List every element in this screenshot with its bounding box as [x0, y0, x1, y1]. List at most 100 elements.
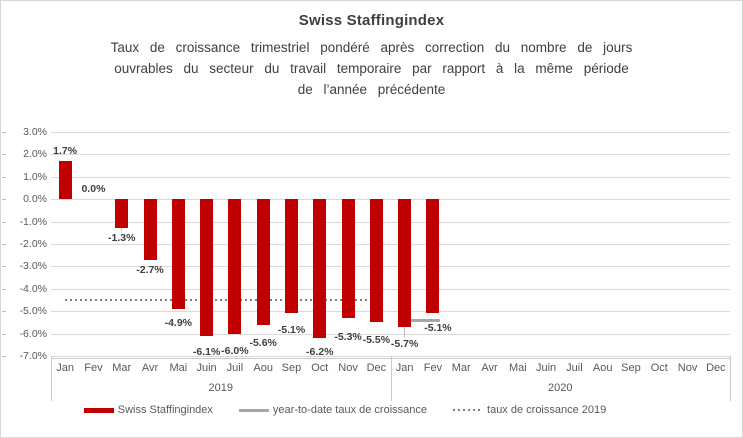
chart-title: Swiss Staffingindex — [298, 12, 445, 29]
y-axis-tick-label: -4.0% — [19, 282, 47, 295]
gridline — [51, 132, 730, 133]
y-axis-tick — [2, 356, 6, 357]
y-axis-tick — [2, 333, 6, 335]
legend-label: taux de croissance 2019 — [487, 404, 607, 416]
bar-data-label: -5.1% — [424, 322, 452, 335]
legend-swatch-bar — [83, 407, 114, 413]
label-leader-line — [404, 326, 406, 337]
gridline — [51, 266, 730, 268]
y-axis-tick-label: -7.0% — [19, 350, 47, 362]
month-label: Juin — [536, 362, 557, 374]
month-label: Jan — [56, 362, 75, 374]
month-label: Mai — [508, 362, 527, 374]
legend-label: year-to-date taux de croissance — [272, 404, 428, 416]
bar-data-label: -6.2% — [306, 346, 334, 359]
bar-data-label: -4.9% — [164, 316, 193, 329]
gridline — [51, 221, 730, 223]
y-axis-tick-label: 3.0% — [23, 126, 47, 138]
bar-data-label: -5.7% — [390, 337, 419, 350]
bar — [369, 199, 383, 323]
y-axis-tick — [2, 288, 6, 290]
bar — [341, 199, 355, 318]
month-label: Fev — [423, 362, 443, 374]
dotted-reference-line — [65, 299, 377, 301]
month-label: Fev — [84, 362, 103, 374]
gridline — [51, 154, 730, 156]
month-label: Avr — [141, 362, 159, 374]
y-axis-tick — [2, 199, 6, 201]
y-axis-tick — [2, 266, 6, 268]
bar-data-label: -2.7% — [136, 263, 164, 276]
month-label: Dec — [706, 362, 726, 374]
y-axis-tick — [2, 221, 6, 223]
month-label: Aou — [253, 362, 273, 374]
y-axis-tick-label: 2.0% — [23, 148, 47, 161]
month-label: Sep — [621, 362, 641, 374]
month-label: Oct — [650, 362, 668, 374]
bar-data-label: -5.3% — [334, 330, 362, 343]
bar — [426, 199, 440, 314]
month-label: Juin — [196, 362, 217, 374]
year-separator — [390, 356, 392, 401]
month-label: Sep — [281, 362, 302, 374]
month-label: Avr — [481, 362, 498, 374]
bar — [398, 199, 412, 327]
month-label: Jan — [395, 362, 414, 374]
y-axis-tick — [2, 176, 6, 178]
y-axis-tick-label: 0.0% — [23, 193, 47, 206]
year-separator — [730, 356, 731, 401]
month-label: Juil — [226, 362, 244, 374]
legend-item: taux de croissance 2019 — [453, 404, 606, 416]
bar-data-label: -6.1% — [192, 345, 221, 358]
y-axis-tick — [2, 311, 6, 313]
legend-swatch-dotted — [453, 409, 484, 411]
gridline — [51, 244, 730, 245]
bar — [58, 161, 72, 200]
bar — [256, 199, 270, 325]
y-axis-tick-label: -6.0% — [19, 327, 47, 340]
year-label: 2020 — [548, 382, 573, 394]
bar — [228, 199, 242, 334]
gridline — [51, 333, 730, 335]
year-separator — [51, 356, 52, 401]
y-axis-tick-label: -5.0% — [19, 305, 47, 318]
bar — [171, 199, 185, 309]
gridline — [51, 199, 730, 201]
y-axis-tick-label: -3.0% — [19, 260, 47, 273]
bar-data-label: -5.5% — [362, 334, 391, 347]
month-label: Nov — [338, 362, 358, 374]
bar — [115, 199, 129, 229]
label-leader-line — [121, 228, 123, 232]
bar-data-label: 0.0% — [81, 183, 106, 196]
month-label: Nov — [677, 362, 698, 374]
bar — [313, 199, 327, 339]
month-label: Juil — [566, 362, 583, 374]
bar — [284, 199, 298, 314]
legend-item: Swiss Staffingindex — [83, 404, 213, 416]
gridline — [51, 288, 730, 290]
y-axis-tick — [2, 154, 6, 156]
subtitle-line-2: ouvrables du secteur du travail temporai… — [114, 61, 629, 76]
subtitle-line-3: de l’année précédente — [297, 82, 446, 97]
legend-swatch-line — [238, 408, 269, 412]
y-axis-tick — [2, 244, 6, 245]
chart-subtitle: Taux de croissance trimestriel pondéré a… — [1, 37, 742, 100]
month-label: Mai — [169, 362, 188, 374]
ytd-reference-line — [404, 318, 440, 322]
month-label: Mar — [451, 362, 471, 374]
month-label: Aou — [592, 362, 613, 374]
bar — [143, 199, 157, 260]
year-label: 2019 — [208, 382, 233, 394]
y-axis-tick-label: -2.0% — [19, 238, 47, 250]
subtitle-line-1: Taux de croissance trimestriel pondéré a… — [110, 40, 633, 55]
y-axis-tick-label: -1.0% — [19, 215, 47, 228]
y-axis-tick-label: 1.0% — [23, 170, 47, 183]
gridline — [51, 311, 730, 313]
bar-data-label: -1.3% — [108, 232, 136, 245]
bar-data-label: -5.1% — [277, 324, 306, 337]
legend-item: year-to-date taux de croissance — [238, 404, 428, 416]
bar-data-label: 1.7% — [53, 145, 78, 158]
legend-label: Swiss Staffingindex — [117, 404, 213, 416]
